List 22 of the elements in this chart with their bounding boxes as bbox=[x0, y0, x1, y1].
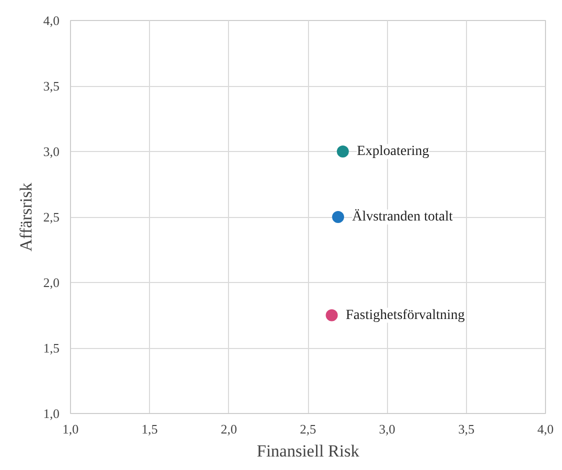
y-tick-label: 1,5 bbox=[43, 340, 60, 356]
x-tick-label: 2,5 bbox=[300, 422, 316, 436]
y-tick-label: 3,5 bbox=[43, 78, 60, 94]
y-tick-label: 1,0 bbox=[43, 406, 60, 421]
x-tick-label: 1,0 bbox=[62, 422, 79, 436]
x-axis-title: Finansiell Risk bbox=[256, 442, 360, 460]
x-tick-label: 3,5 bbox=[458, 422, 474, 436]
y-tick-label: 4,0 bbox=[43, 13, 60, 28]
x-tick-label: 1,5 bbox=[142, 422, 158, 436]
series-label: Fastighetsförvaltning bbox=[346, 308, 465, 323]
y-tick-label: 2,5 bbox=[43, 210, 60, 224]
x-tick-label: 2,0 bbox=[220, 422, 237, 436]
point bbox=[336, 146, 349, 158]
point bbox=[326, 309, 338, 322]
y-tick-label: 2,0 bbox=[43, 275, 60, 290]
y-tick-label: 3,0 bbox=[43, 144, 60, 159]
series-label: Exploatering bbox=[356, 144, 430, 159]
x-tick-label: 4,0 bbox=[537, 422, 554, 436]
series-label: Älvstranden totalt bbox=[352, 208, 453, 224]
y-axis-title: Affärsrisk bbox=[16, 182, 36, 252]
point bbox=[332, 211, 344, 223]
x-tick-label: 3,0 bbox=[379, 422, 396, 436]
